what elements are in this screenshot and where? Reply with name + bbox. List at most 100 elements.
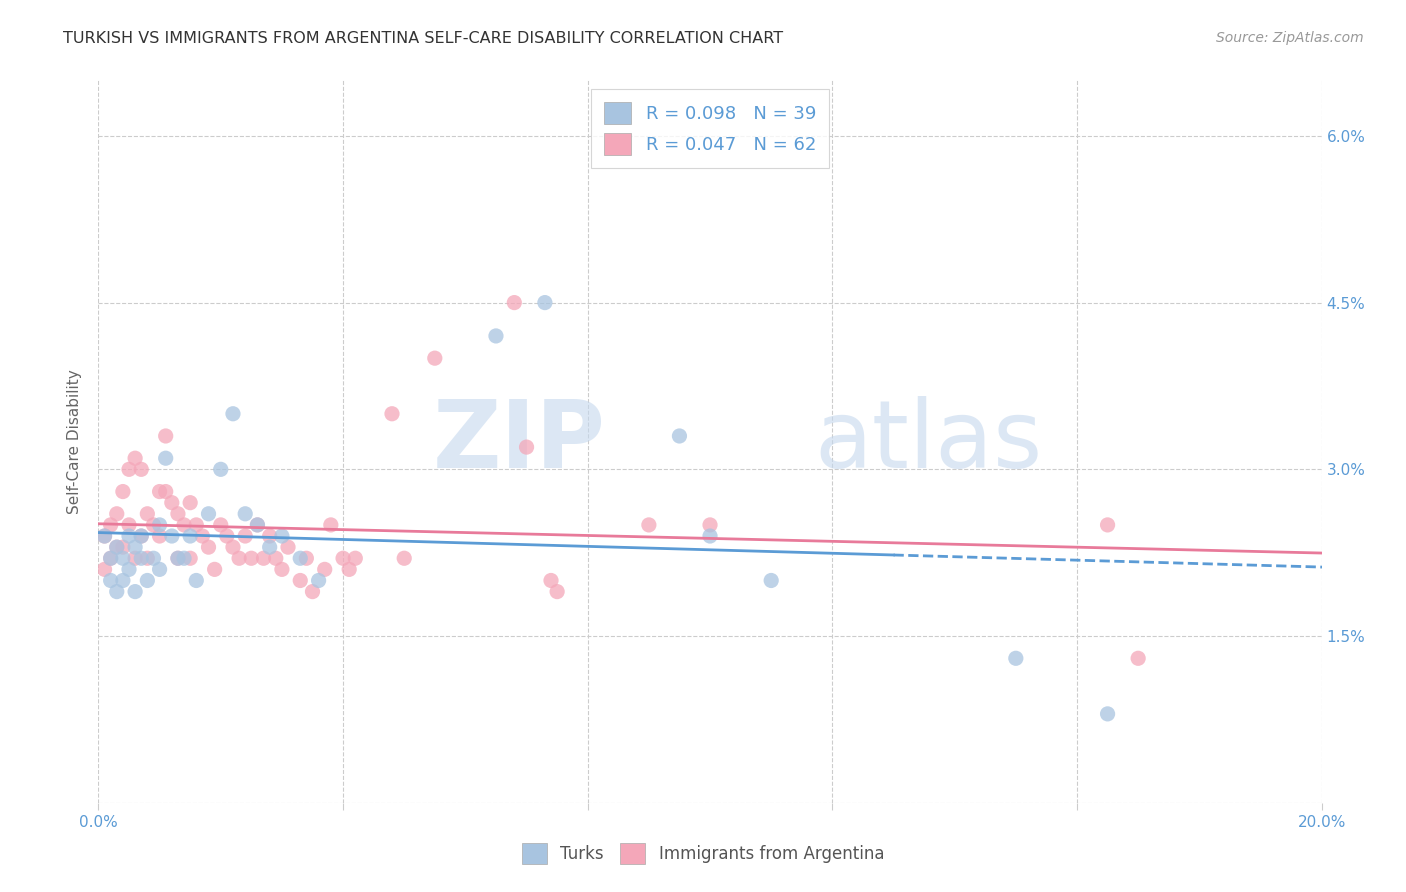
Point [111,551,134,566]
Point [100,517,122,532]
Point [259,540,281,554]
Point [124,540,146,554]
Point [100,574,122,588]
Text: ZIP: ZIP [433,395,606,488]
Point [136,551,159,566]
Point [197,540,219,554]
Point [637,517,661,532]
Point [111,484,134,499]
Point [1128,651,1150,665]
Point [155,429,177,443]
Point [149,484,172,499]
Point [179,529,201,543]
Point [540,574,562,588]
Point [179,496,201,510]
Point [699,529,721,543]
Point [186,517,208,532]
Point [1004,651,1026,665]
Y-axis label: Self-Care Disability: Self-Care Disability [67,369,83,514]
Point [222,540,245,554]
Point [136,507,159,521]
Point [173,517,195,532]
Point [129,529,152,543]
Point [344,551,367,566]
Point [209,462,232,476]
Point [93,562,115,576]
Point [233,507,256,521]
Text: Source: ZipAtlas.com: Source: ZipAtlas.com [1216,31,1364,45]
Text: atlas: atlas [814,395,1042,488]
Point [270,529,292,543]
Legend: R = 0.098   N = 39, R = 0.047   N = 62: R = 0.098 N = 39, R = 0.047 N = 62 [592,89,828,168]
Point [160,529,183,543]
Point [105,540,128,554]
Point [149,517,172,532]
Point [392,551,416,566]
Point [142,517,165,532]
Legend: Turks, Immigrants from Argentina: Turks, Immigrants from Argentina [515,837,891,871]
Text: TURKISH VS IMMIGRANTS FROM ARGENTINA SELF-CARE DISABILITY CORRELATION CHART: TURKISH VS IMMIGRANTS FROM ARGENTINA SEL… [63,31,783,46]
Point [264,551,287,566]
Point [295,551,318,566]
Point [290,551,312,566]
Point [186,574,208,588]
Point [423,351,446,366]
Point [93,529,115,543]
Point [105,507,128,521]
Point [222,407,245,421]
Point [136,574,159,588]
Point [155,451,177,466]
Point [759,574,782,588]
Point [381,407,404,421]
Point [503,295,526,310]
Point [1097,517,1119,532]
Point [167,551,190,566]
Point [277,540,299,554]
Point [270,562,292,576]
Point [149,529,172,543]
Point [191,529,214,543]
Point [167,551,190,566]
Point [105,584,128,599]
Point [173,551,195,566]
Point [485,329,508,343]
Point [100,551,122,566]
Point [111,574,134,588]
Point [129,551,152,566]
Point [155,484,177,499]
Point [124,451,146,466]
Point [124,551,146,566]
Point [197,507,219,521]
Point [204,562,226,576]
Point [228,551,250,566]
Point [240,551,263,566]
Point [93,529,115,543]
Point [516,440,538,454]
Point [118,517,141,532]
Point [167,507,190,521]
Point [1097,706,1119,721]
Point [246,517,269,532]
Point [233,529,256,543]
Point [319,517,342,532]
Point [105,540,128,554]
Point [179,551,201,566]
Point [142,551,165,566]
Point [160,496,183,510]
Point [111,540,134,554]
Point [100,551,122,566]
Point [118,529,141,543]
Point [668,429,690,443]
Point [129,529,152,543]
Point [332,551,354,566]
Point [252,551,274,566]
Point [314,562,336,576]
Point [246,517,269,532]
Point [337,562,360,576]
Point [290,574,312,588]
Point [129,462,152,476]
Point [209,517,232,532]
Point [301,584,323,599]
Point [259,529,281,543]
Point [124,584,146,599]
